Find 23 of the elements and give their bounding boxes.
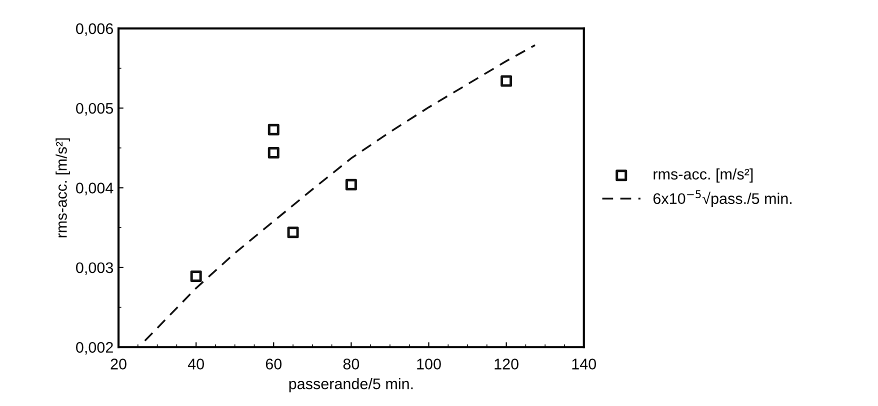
x-tick-label: 40 — [188, 358, 204, 370]
y-tick-label: 0,003 — [76, 262, 113, 275]
point — [268, 124, 280, 136]
x-tick-label: 60 — [266, 358, 282, 370]
legend-label: 6x10$^{−5}$√pass./5 min. — [653, 190, 792, 208]
y-tick-label: 0,002 — [76, 342, 113, 355]
point — [345, 178, 357, 190]
x-tick-label: 20 — [110, 358, 126, 370]
x-tick-label: 100 — [417, 358, 441, 370]
x-tick-label: 140 — [572, 358, 596, 370]
x-tick-label: 80 — [343, 358, 360, 370]
y-tick-label: 0,004 — [76, 182, 114, 196]
legend-label: rms-acc. [m/s²] — [654, 168, 753, 183]
line-series — [144, 44, 536, 342]
point — [190, 270, 202, 282]
point — [500, 75, 512, 87]
point — [287, 226, 299, 238]
y-tick-label: 0,005 — [76, 102, 114, 116]
y-axis-title: rms-acc. [m/s²] — [56, 138, 70, 238]
point — [268, 146, 280, 158]
y-tick-label: 0,006 — [76, 23, 113, 36]
x-axis-title: passerande/5 min. — [289, 378, 413, 392]
x-tick-label: 120 — [494, 358, 518, 370]
